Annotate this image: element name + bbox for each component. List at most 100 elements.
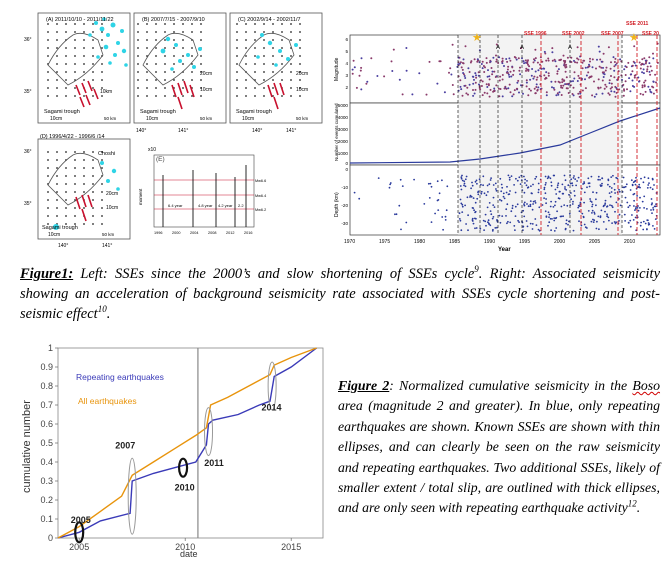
magnitude-point bbox=[651, 85, 654, 88]
magnitude-point bbox=[511, 95, 514, 98]
depth-point bbox=[513, 184, 515, 186]
magnitude-point bbox=[641, 86, 644, 89]
depth-point bbox=[519, 183, 522, 186]
magnitude-point bbox=[589, 57, 591, 60]
depth-point bbox=[552, 206, 555, 208]
depth-point bbox=[609, 195, 612, 198]
depth-point bbox=[583, 181, 585, 183]
magnitude-point bbox=[579, 92, 582, 95]
magnitude-point bbox=[501, 74, 504, 76]
magnitude-point bbox=[604, 69, 607, 72]
depth-point bbox=[549, 177, 552, 180]
figure2-y-axis-label: cumulative number bbox=[21, 400, 33, 493]
depth-point bbox=[460, 229, 463, 232]
magnitude-point bbox=[629, 90, 632, 93]
magnitude-point bbox=[524, 59, 527, 62]
magnitude-point bbox=[532, 61, 535, 64]
depth-point bbox=[499, 221, 502, 224]
magnitude-point bbox=[633, 45, 636, 48]
magnitude-point bbox=[598, 65, 601, 68]
depth-point bbox=[582, 183, 584, 185]
depth-point bbox=[516, 179, 519, 182]
magnitude-point bbox=[525, 67, 528, 70]
panel-c: (C) 2002/9/14 - 2002/11/7 20cm 10cm Saga… bbox=[229, 12, 323, 124]
depth-point bbox=[632, 181, 635, 184]
depth-point bbox=[583, 201, 585, 204]
magnitude-point bbox=[488, 95, 491, 98]
depth-point bbox=[631, 214, 633, 216]
cumulative-events-line bbox=[349, 107, 661, 164]
svg-text:SSE 1996: SSE 1996 bbox=[524, 31, 547, 37]
svg-text:0: 0 bbox=[345, 161, 348, 166]
magnitude-point bbox=[505, 71, 508, 74]
magnitude-point bbox=[587, 65, 590, 68]
depth-point bbox=[413, 178, 415, 181]
magnitude-point bbox=[610, 82, 613, 85]
magnitude-point bbox=[517, 57, 520, 60]
depth-point bbox=[522, 209, 525, 212]
svg-text:10cm: 10cm bbox=[296, 87, 308, 93]
figure1-caption: Figure1: Left: SSEs since the 2000’s and… bbox=[20, 264, 661, 322]
magnitude-point bbox=[459, 61, 462, 64]
depth-point bbox=[530, 185, 532, 188]
magnitude-point bbox=[495, 60, 498, 63]
depth-point bbox=[624, 185, 627, 188]
svg-text:3: 3 bbox=[345, 73, 348, 78]
depth-point bbox=[401, 185, 404, 188]
magnitude-point bbox=[581, 89, 584, 92]
depth-point bbox=[602, 221, 605, 223]
magnitude-point bbox=[610, 90, 613, 93]
depth-point bbox=[430, 221, 433, 224]
magnitude-point bbox=[551, 51, 554, 54]
magnitude-point bbox=[556, 70, 559, 73]
depth-point bbox=[544, 175, 547, 178]
depth-point bbox=[525, 220, 528, 222]
magnitude-point bbox=[485, 83, 488, 86]
magnitude-point bbox=[644, 62, 647, 65]
svg-text:2010: 2010 bbox=[624, 239, 635, 245]
magnitude-point bbox=[376, 75, 379, 77]
magnitude-point bbox=[425, 93, 428, 96]
depth-point bbox=[647, 177, 650, 180]
depth-point bbox=[389, 182, 392, 184]
magnitude-point bbox=[558, 91, 561, 94]
magnitude-point bbox=[595, 93, 598, 96]
magnitude-point bbox=[359, 69, 362, 72]
magnitude-point bbox=[551, 86, 553, 89]
depth-point bbox=[509, 221, 512, 224]
svg-text:10cm: 10cm bbox=[48, 232, 60, 238]
y-tick-label: 0.2 bbox=[40, 495, 53, 505]
depth-point bbox=[613, 188, 616, 191]
depth-point bbox=[475, 179, 478, 182]
depth-point bbox=[499, 198, 501, 201]
magnitude-point bbox=[505, 58, 508, 60]
depth-point bbox=[531, 208, 534, 211]
depth-point bbox=[466, 196, 469, 199]
series-line-1 bbox=[57, 347, 317, 539]
depth-point bbox=[591, 203, 594, 206]
depth-point bbox=[490, 177, 492, 180]
depth-point bbox=[560, 205, 563, 208]
svg-text:-10: -10 bbox=[341, 185, 348, 190]
depth-point bbox=[648, 182, 650, 185]
svg-text:2016: 2016 bbox=[244, 231, 252, 235]
magnitude-point bbox=[570, 61, 573, 63]
depth-point bbox=[495, 189, 498, 192]
magnitude-point bbox=[487, 69, 489, 72]
magnitude-point bbox=[495, 54, 497, 57]
depth-point bbox=[460, 202, 463, 205]
magnitude-point bbox=[439, 60, 442, 63]
magnitude-point bbox=[554, 80, 557, 83]
depth-point bbox=[537, 182, 540, 185]
depth-point bbox=[545, 182, 547, 184]
depth-point bbox=[427, 182, 430, 185]
depth-point bbox=[515, 177, 517, 180]
depth-point bbox=[580, 224, 583, 227]
magnitude-point bbox=[563, 79, 566, 82]
magnitude-point bbox=[613, 69, 616, 72]
depth-point bbox=[534, 200, 536, 202]
depth-point bbox=[653, 205, 656, 208]
magnitude-point bbox=[481, 60, 484, 63]
depth-point bbox=[636, 195, 638, 197]
depth-point bbox=[537, 228, 540, 231]
